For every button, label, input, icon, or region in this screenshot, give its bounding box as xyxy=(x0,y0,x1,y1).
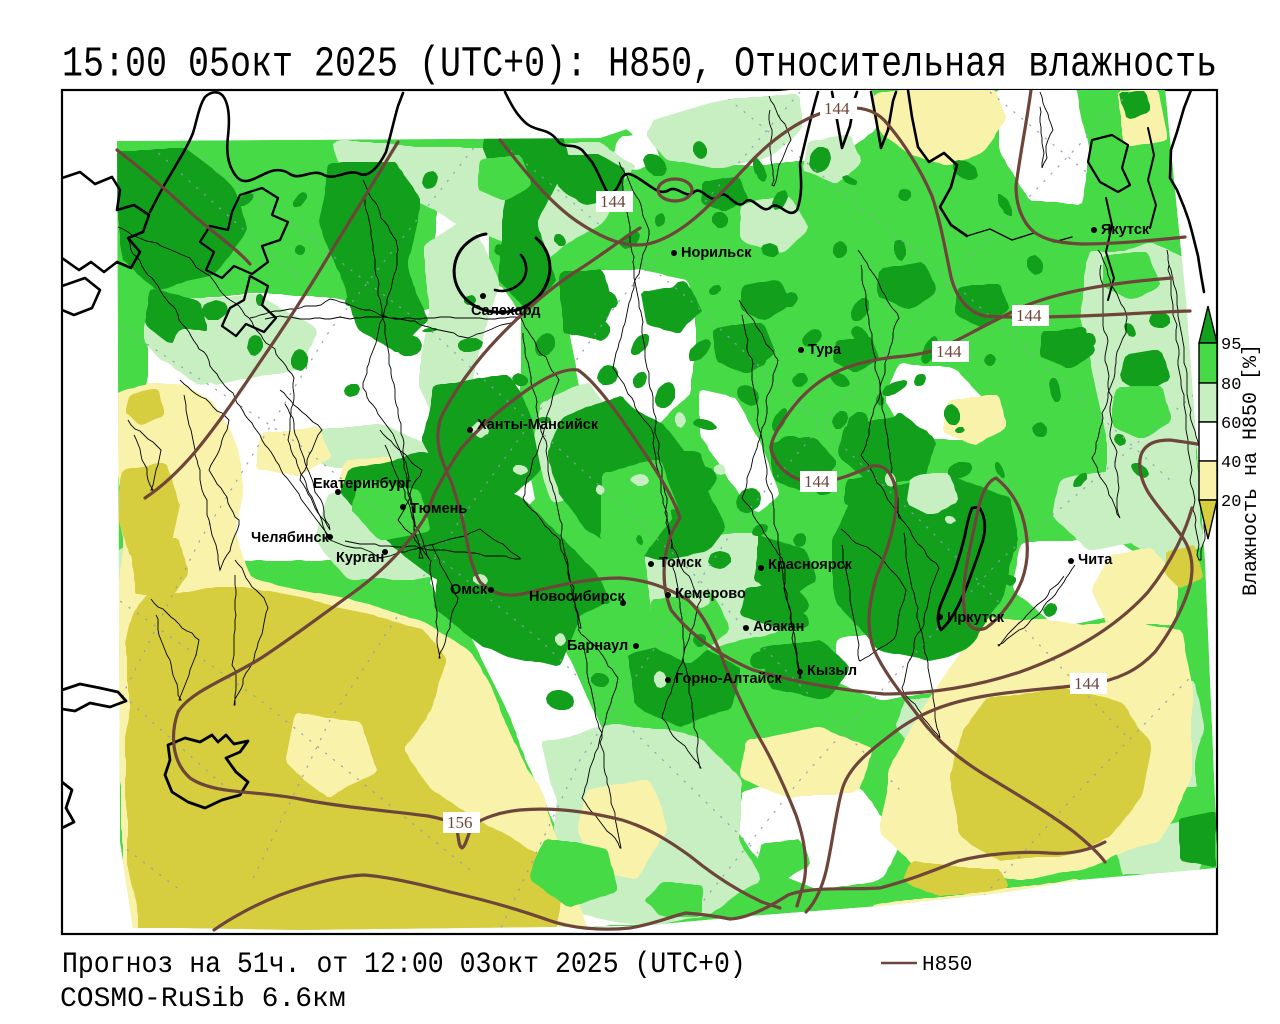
svg-text:Якутск: Якутск xyxy=(1101,222,1150,238)
svg-text:Кызыл: Кызыл xyxy=(807,663,857,679)
svg-text:Томск: Томск xyxy=(659,555,702,571)
svg-text:Кемерово: Кемерово xyxy=(675,586,746,602)
svg-text:Новосибирск: Новосибирск xyxy=(529,589,625,605)
svg-text:144: 144 xyxy=(824,99,850,118)
svg-text:Влажность на H850 [%]: Влажность на H850 [%] xyxy=(1240,344,1263,596)
svg-text:40: 40 xyxy=(1221,454,1241,473)
svg-text:H850: H850 xyxy=(922,954,972,977)
svg-text:Горно-Алтайск: Горно-Алтайск xyxy=(675,671,782,687)
svg-text:20: 20 xyxy=(1221,493,1241,512)
svg-text:156: 156 xyxy=(447,813,473,832)
svg-text:60: 60 xyxy=(1221,415,1241,434)
svg-text:Норильск: Норильск xyxy=(681,245,752,261)
svg-text:Ханты-Мансийск: Ханты-Мансийск xyxy=(477,417,599,433)
svg-text:Барнаул: Барнаул xyxy=(567,638,628,654)
svg-text:Абакан: Абакан xyxy=(753,619,804,635)
svg-text:144: 144 xyxy=(804,472,830,491)
svg-text:Красноярск: Красноярск xyxy=(768,557,853,573)
svg-text:80: 80 xyxy=(1221,376,1241,395)
svg-text:Тюмень: Тюмень xyxy=(410,501,467,517)
svg-text:144: 144 xyxy=(1016,306,1042,325)
svg-text:Салехард: Салехард xyxy=(471,303,540,319)
svg-text:Челябинск: Челябинск xyxy=(251,530,330,546)
svg-text:Чита: Чита xyxy=(1078,552,1113,568)
svg-text:144: 144 xyxy=(600,192,626,211)
svg-text:144: 144 xyxy=(936,342,962,361)
svg-text:95: 95 xyxy=(1221,336,1241,355)
svg-text:144: 144 xyxy=(1074,674,1100,693)
svg-text:Тура: Тура xyxy=(808,342,842,358)
svg-text:Омск: Омск xyxy=(450,582,488,598)
svg-text:Курган: Курган xyxy=(336,550,384,566)
svg-text:Иркутск: Иркутск xyxy=(947,610,1005,626)
svg-text:Екатеринбург: Екатеринбург xyxy=(313,476,411,492)
